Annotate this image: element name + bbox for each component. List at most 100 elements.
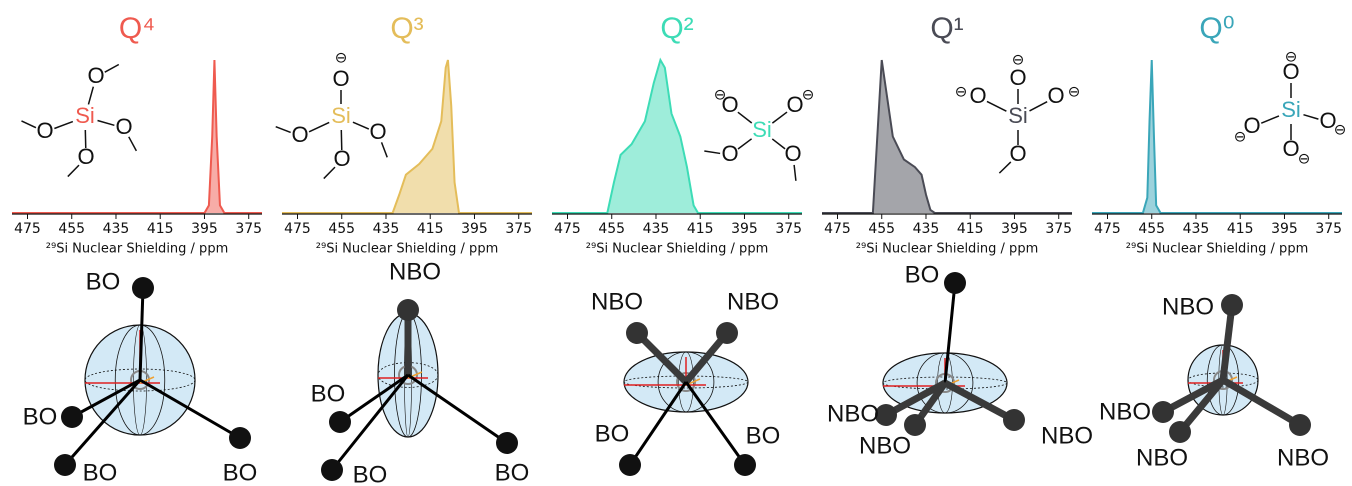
x-tick-label: 455: [328, 221, 355, 237]
bond-label: BO: [495, 459, 530, 486]
atom-ball: [1169, 421, 1191, 443]
bond: [309, 122, 329, 131]
bond-label: NBO: [727, 288, 779, 315]
bond: [772, 112, 787, 123]
charge: ⊖: [1285, 48, 1298, 66]
bond-label: BO: [353, 461, 388, 486]
bond: [98, 121, 115, 126]
atom-ball: [496, 432, 518, 454]
x-tick-label: 435: [643, 221, 670, 237]
x-tick-label: 395: [1271, 221, 1298, 237]
bond: [738, 112, 752, 123]
x-tick-label: 415: [147, 221, 174, 237]
atom-si: Si: [1281, 97, 1301, 122]
bond-label: NBO: [1136, 444, 1188, 471]
atom-si: Si: [1008, 103, 1028, 128]
bond-label: BO: [595, 420, 630, 447]
bond: [54, 122, 72, 129]
methyl-bond: [382, 142, 388, 157]
atom-ball: [61, 406, 83, 428]
panel-title: Q²: [660, 12, 693, 45]
atom-ball: [329, 411, 351, 433]
area-line: [822, 60, 1072, 213]
bond: [88, 87, 93, 105]
x-axis-label: ²⁹Si Nuclear Shielding / ppm: [586, 242, 768, 257]
area-fill: [1092, 60, 1342, 213]
x-tick-label: 455: [598, 221, 625, 237]
bond: [987, 101, 1006, 111]
x-tick-label: 375: [1045, 221, 1072, 237]
charge: ⊖: [335, 49, 348, 67]
x-tick-label: 395: [731, 221, 758, 237]
x-tick-label: 475: [1094, 221, 1121, 237]
charge: ⊖: [1234, 128, 1247, 146]
bond: [1303, 115, 1318, 119]
atom-o: O: [87, 63, 104, 88]
atom-o: O: [721, 141, 738, 166]
x-axis-label: ²⁹Si Nuclear Shielding / ppm: [46, 242, 228, 257]
bond-label: BO: [86, 268, 121, 295]
bond-label: BO: [905, 261, 940, 288]
methyl-bond: [794, 165, 796, 181]
bond: [772, 139, 785, 149]
atom-si: Si: [75, 103, 95, 128]
x-tick-label: 475: [14, 221, 41, 237]
atom-ball: [397, 299, 419, 321]
atom-o: O: [291, 122, 308, 147]
x-tick-label: 415: [1227, 221, 1254, 237]
x-tick-label: 455: [58, 221, 85, 237]
panel-title: Q⁰: [1199, 12, 1234, 45]
atom-o: O: [332, 66, 349, 91]
panel-title: Q¹: [930, 12, 963, 45]
atom-o: O: [784, 141, 801, 166]
atom-ball: [54, 454, 76, 476]
methyl-bond: [704, 151, 720, 153]
panel: 475455435415395375²⁹Si Nuclear Shielding…: [822, 12, 1093, 459]
x-tick-label: 415: [417, 221, 444, 237]
x-tick-label: 415: [687, 221, 714, 237]
bond: [1261, 116, 1279, 123]
x-tick-label: 395: [1001, 221, 1028, 237]
charge: ⊖: [1012, 51, 1025, 69]
atom-ball: [619, 454, 641, 476]
x-tick-label: 475: [284, 221, 311, 237]
atom-ball: [626, 322, 648, 344]
methyl-bond: [129, 137, 137, 151]
bond: [738, 139, 752, 149]
charge: ⊖: [1298, 150, 1311, 168]
bond: [353, 122, 369, 129]
charge: ⊖: [955, 83, 968, 101]
x-tick-label: 475: [824, 221, 851, 237]
charge: ⊖: [1068, 83, 1081, 101]
bond-label: BO: [83, 459, 118, 486]
x-tick-label: 455: [1138, 221, 1165, 237]
panel-title: Q³: [390, 12, 423, 45]
atom-ball: [229, 427, 251, 449]
atom-ball: [1152, 401, 1174, 423]
x-tick-label: 375: [505, 221, 532, 237]
bond-label: NBO: [1041, 422, 1093, 449]
atom-o: O: [1009, 141, 1026, 166]
bond-label: NBO: [1162, 293, 1214, 320]
atom-o: O: [969, 83, 986, 108]
atom-ball: [734, 454, 756, 476]
x-tick-label: 435: [103, 221, 130, 237]
area-fill: [822, 60, 1072, 213]
bond: [1030, 102, 1048, 111]
x-tick-label: 455: [868, 221, 895, 237]
x-tick-label: 415: [957, 221, 984, 237]
atom-ball: [716, 322, 738, 344]
atom-o: O: [1047, 83, 1064, 108]
x-tick-label: 395: [461, 221, 488, 237]
area-line: [1092, 60, 1342, 213]
methyl-bond: [21, 121, 35, 128]
atom-o: O: [77, 144, 94, 169]
atom-o: O: [369, 119, 386, 144]
atom-ball: [1221, 294, 1243, 316]
charge: ⊖: [802, 86, 815, 104]
charge: ⊖: [1334, 121, 1347, 139]
x-axis-label: ²⁹Si Nuclear Shielding / ppm: [1126, 242, 1308, 257]
bond-label: NBO: [827, 400, 879, 427]
figure: 475 455 435 415 395 375 ²⁹Si Nuclear Shielding…: [0, 0, 1352, 486]
